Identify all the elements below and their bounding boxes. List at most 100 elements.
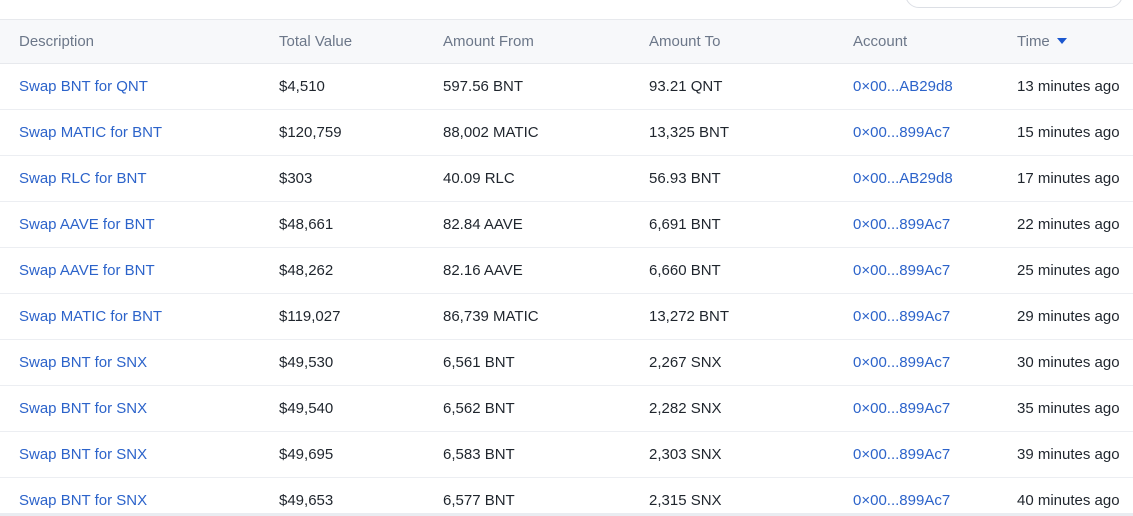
- total-value-cell: $303: [279, 155, 443, 202]
- description-link[interactable]: Swap RLC for BNT: [19, 170, 147, 187]
- time-cell: 40 minutes ago: [1017, 477, 1133, 516]
- total-value-cell: $49,540: [279, 385, 443, 432]
- amount-to-cell: 56.93 BNT: [649, 155, 853, 202]
- account-link[interactable]: 0×00...AB29d8: [853, 170, 953, 187]
- column-header-total-value: Total Value: [279, 19, 443, 64]
- account-link[interactable]: 0×00...899Ac7: [853, 400, 951, 417]
- account-link[interactable]: 0×00...899Ac7: [853, 492, 951, 509]
- column-header-account: Account: [853, 19, 1017, 64]
- amount-to-cell: 2,303 SNX: [649, 431, 853, 478]
- description-cell: Swap BNT for SNX: [0, 339, 279, 386]
- caret-down-icon: [1056, 38, 1067, 44]
- total-value-cell: $49,530: [279, 339, 443, 386]
- account-link[interactable]: 0×00...AB29d8: [853, 78, 953, 95]
- time-cell: 15 minutes ago: [1017, 109, 1133, 156]
- time-cell: 25 minutes ago: [1017, 247, 1133, 294]
- amount-to-cell: 13,272 BNT: [649, 293, 853, 340]
- amount-from-cell: 86,739 MATIC: [443, 293, 649, 340]
- account-link[interactable]: 0×00...899Ac7: [853, 446, 951, 463]
- table-row: Swap BNT for SNX $49,653 6,577 BNT 2,315…: [0, 477, 1133, 516]
- table-row: Swap RLC for BNT $303 40.09 RLC 56.93 BN…: [0, 155, 1133, 202]
- amount-from-cell: 6,577 BNT: [443, 477, 649, 516]
- account-cell: 0×00...AB29d8: [853, 155, 1017, 202]
- description-cell: Swap BNT for SNX: [0, 385, 279, 432]
- total-value-cell: $120,759: [279, 109, 443, 156]
- description-link[interactable]: Swap BNT for SNX: [19, 446, 148, 463]
- time-cell: 39 minutes ago: [1017, 431, 1133, 478]
- table-row: Swap MATIC for BNT $120,759 88,002 MATIC…: [0, 109, 1133, 156]
- column-header-amount-to: Amount To: [649, 19, 853, 64]
- amount-to-cell: 13,325 BNT: [649, 109, 853, 156]
- column-header-time-label: Time: [1017, 33, 1050, 50]
- amount-to-cell: 2,315 SNX: [649, 477, 853, 516]
- time-cell: 35 minutes ago: [1017, 385, 1133, 432]
- description-cell: Swap RLC for BNT: [0, 155, 279, 202]
- account-cell: 0×00...899Ac7: [853, 385, 1017, 432]
- account-cell: 0×00...899Ac7: [853, 109, 1017, 156]
- amount-to-cell: 2,282 SNX: [649, 385, 853, 432]
- total-value-cell: $4,510: [279, 63, 443, 110]
- table-header-row: Description Total Value Amount From Amou…: [0, 19, 1133, 64]
- amount-from-cell: 6,562 BNT: [443, 385, 649, 432]
- description-cell: Swap AAVE for BNT: [0, 247, 279, 294]
- column-header-time[interactable]: Time: [1017, 19, 1133, 64]
- total-value-cell: $48,661: [279, 201, 443, 248]
- description-cell: Swap MATIC for BNT: [0, 293, 279, 340]
- description-link[interactable]: Swap AAVE for BNT: [19, 216, 155, 233]
- search-input[interactable]: [905, 0, 1123, 8]
- description-cell: Swap BNT for SNX: [0, 477, 279, 516]
- amount-to-cell: 2,267 SNX: [649, 339, 853, 386]
- amount-to-cell: 93.21 QNT: [649, 63, 853, 110]
- table-row: Swap BNT for SNX $49,540 6,562 BNT 2,282…: [0, 385, 1133, 432]
- amount-from-cell: 82.84 AAVE: [443, 201, 649, 248]
- table-row: Swap BNT for SNX $49,695 6,583 BNT 2,303…: [0, 431, 1133, 478]
- description-link[interactable]: Swap BNT for QNT: [19, 78, 148, 95]
- total-value-cell: $119,027: [279, 293, 443, 340]
- table-row: Swap MATIC for BNT $119,027 86,739 MATIC…: [0, 293, 1133, 340]
- time-cell: 13 minutes ago: [1017, 63, 1133, 110]
- column-header-amount-from: Amount From: [443, 19, 649, 64]
- time-cell: 30 minutes ago: [1017, 339, 1133, 386]
- description-link[interactable]: Swap MATIC for BNT: [19, 124, 163, 141]
- amount-from-cell: 82.16 AAVE: [443, 247, 649, 294]
- time-cell: 22 minutes ago: [1017, 201, 1133, 248]
- table-row: Swap BNT for QNT $4,510 597.56 BNT 93.21…: [0, 63, 1133, 110]
- account-link[interactable]: 0×00...899Ac7: [853, 124, 951, 141]
- time-cell: 17 minutes ago: [1017, 155, 1133, 202]
- account-cell: 0×00...899Ac7: [853, 293, 1017, 340]
- account-link[interactable]: 0×00...899Ac7: [853, 262, 951, 279]
- amount-from-cell: 6,561 BNT: [443, 339, 649, 386]
- transactions-table: Description Total Value Amount From Amou…: [0, 19, 1133, 516]
- account-cell: 0×00...899Ac7: [853, 339, 1017, 386]
- table-row: Swap BNT for SNX $49,530 6,561 BNT 2,267…: [0, 339, 1133, 386]
- description-cell: Swap MATIC for BNT: [0, 109, 279, 156]
- description-link[interactable]: Swap BNT for SNX: [19, 492, 148, 509]
- account-link[interactable]: 0×00...899Ac7: [853, 354, 951, 371]
- description-cell: Swap BNT for SNX: [0, 431, 279, 478]
- amount-to-cell: 6,691 BNT: [649, 201, 853, 248]
- table-row: Swap AAVE for BNT $48,262 82.16 AAVE 6,6…: [0, 247, 1133, 294]
- amount-from-cell: 40.09 RLC: [443, 155, 649, 202]
- account-cell: 0×00...899Ac7: [853, 431, 1017, 478]
- amount-from-cell: 597.56 BNT: [443, 63, 649, 110]
- description-link[interactable]: Swap BNT for SNX: [19, 400, 148, 417]
- account-cell: 0×00...AB29d8: [853, 63, 1017, 110]
- description-link[interactable]: Swap BNT for SNX: [19, 354, 148, 371]
- amount-from-cell: 88,002 MATIC: [443, 109, 649, 156]
- description-cell: Swap BNT for QNT: [0, 63, 279, 110]
- page-bottom-edge: [0, 513, 1133, 516]
- account-cell: 0×00...899Ac7: [853, 201, 1017, 248]
- description-link[interactable]: Swap AAVE for BNT: [19, 262, 155, 279]
- amount-from-cell: 6,583 BNT: [443, 431, 649, 478]
- total-value-cell: $48,262: [279, 247, 443, 294]
- description-cell: Swap AAVE for BNT: [0, 201, 279, 248]
- amount-to-cell: 6,660 BNT: [649, 247, 853, 294]
- table-row: Swap AAVE for BNT $48,661 82.84 AAVE 6,6…: [0, 201, 1133, 248]
- account-cell: 0×00...899Ac7: [853, 247, 1017, 294]
- column-header-description: Description: [0, 19, 279, 64]
- description-link[interactable]: Swap MATIC for BNT: [19, 308, 163, 325]
- account-link[interactable]: 0×00...899Ac7: [853, 216, 951, 233]
- account-link[interactable]: 0×00...899Ac7: [853, 308, 951, 325]
- total-value-cell: $49,653: [279, 477, 443, 516]
